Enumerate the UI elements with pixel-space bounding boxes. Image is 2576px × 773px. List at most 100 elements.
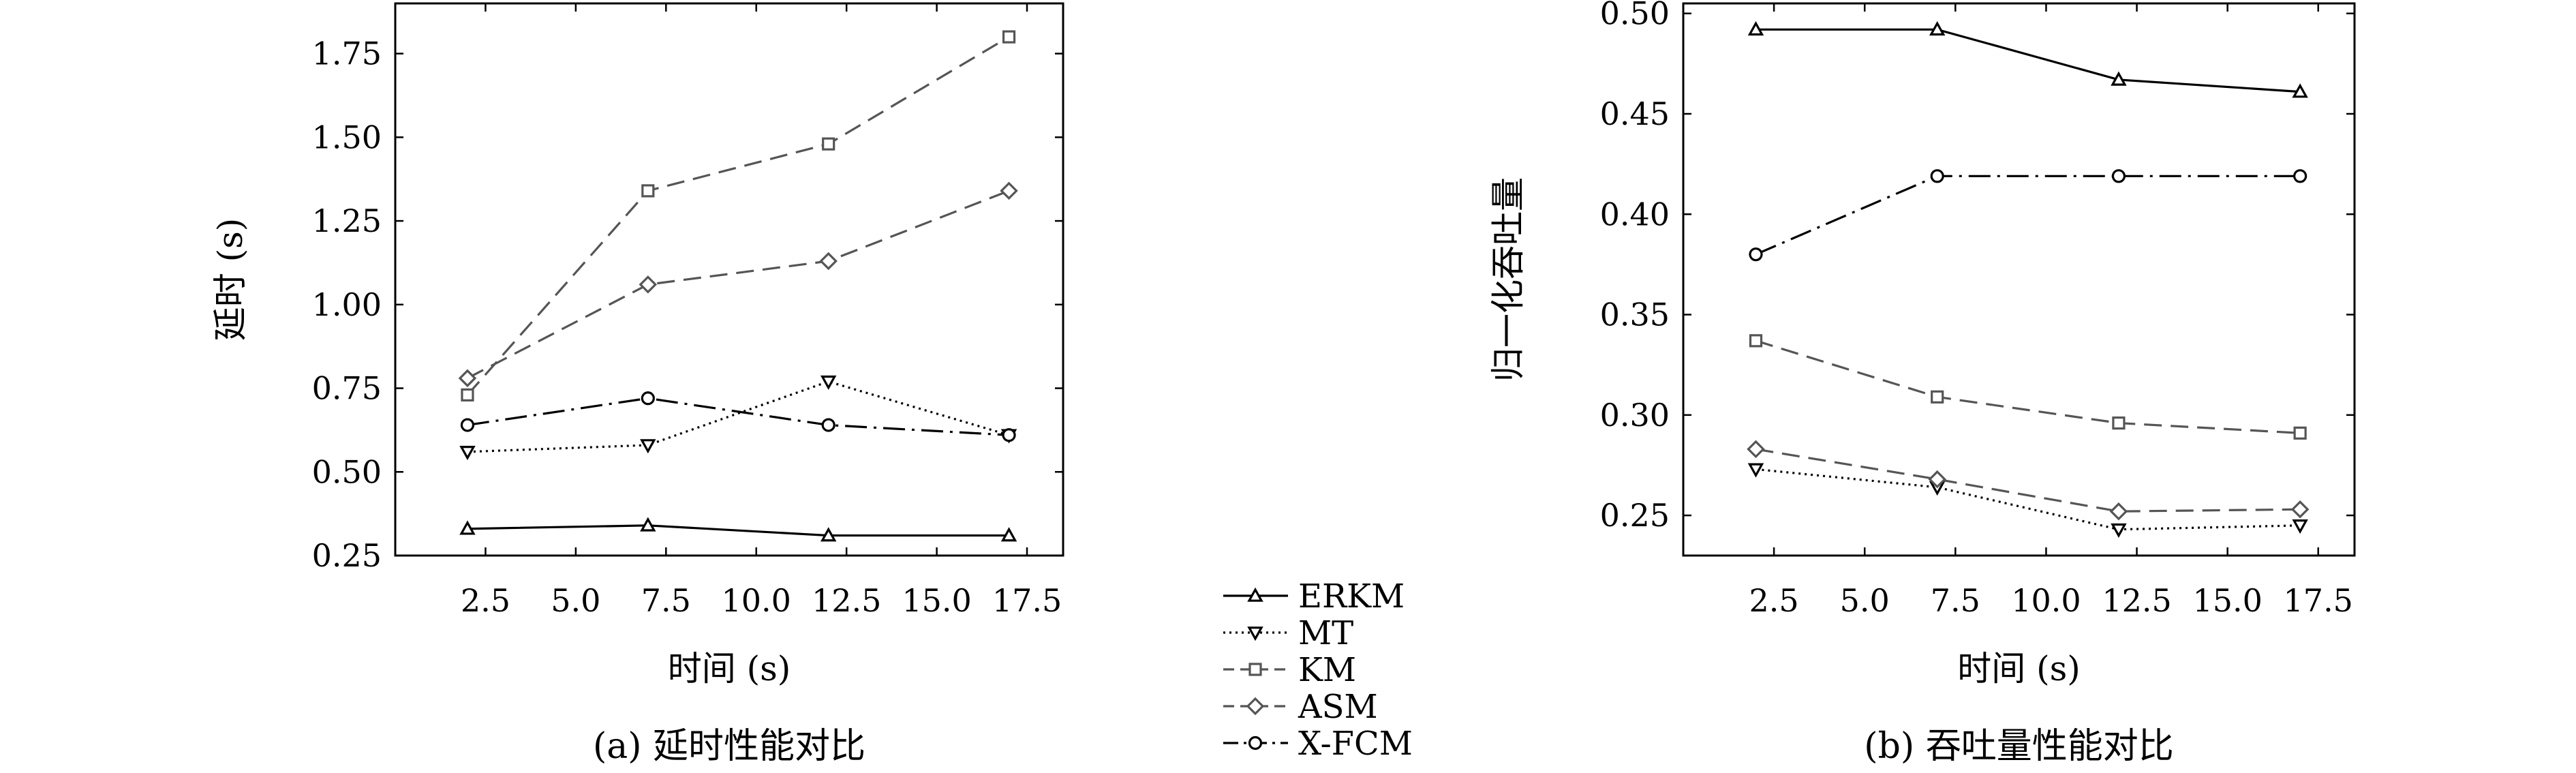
chart-b-y-tick-label: 0.30 [1600,397,1670,434]
legend-entry-km: KM [1223,651,1356,689]
chart-b-point-erkm [2111,71,2127,86]
chart-a-point-asm [819,252,838,271]
legend-label: ERKM [1298,577,1405,616]
legend-entry-x-fcm: X-FCM [1223,725,1413,763]
chart-b-point-asm [1928,470,1946,489]
legend-entry-erkm: ERKM [1223,577,1405,616]
legend-marker-erkm [1247,587,1263,602]
chart-a-point-x-fcm [821,418,835,432]
chart-a-x-tick-label: 10.0 [722,582,791,619]
legend-entry-asm: ASM [1223,688,1378,726]
chart-a-x-tick-label: 12.5 [812,582,881,619]
chart-a-point-mt [820,375,837,391]
chart-b-y-tick-label: 0.35 [1600,297,1670,333]
chart-a-caption: (a) 延时性能对比 [593,726,865,767]
chart-b-x-tick-label: 12.5 [2102,582,2171,619]
chart-a-series-mt [459,375,1017,461]
chart-b-point-asm [2109,502,2128,521]
legend-entry-mt: MT [1223,614,1353,652]
chart-a-latency: 2.5 5.0 7.5 10.0 12.5 15.0 17.5 0.25 0.50 0.75 1.0… [211,2,1064,767]
legend-label: ASM [1298,688,1378,726]
chart-a-point-km [641,184,655,198]
chart-b-x-tick-label: 2.5 [1749,582,1799,619]
chart-a-point-km [822,137,835,151]
chart-b-x-tick-label: 10.0 [2011,582,2081,619]
chart-a-y-tick-label: 1.75 [312,35,382,72]
chart-b-line-mt [1755,468,2301,531]
legend-marker-km [1248,663,1262,676]
chart-a-x-tick-label: 17.5 [992,582,1062,619]
chart-a-plot-frame [394,2,1064,557]
chart-a-y-tick-label: 0.25 [312,537,382,574]
chart-a-point-mt [459,446,476,461]
chart-a-series-x-fcm [460,391,1016,442]
chart-a-y-tick-label: 1.50 [312,119,382,155]
chart-b-point-km [2293,426,2307,440]
chart-a-point-erkm [459,520,476,535]
chart-a-y-tick-label: 0.75 [312,370,382,407]
legend-marker-x-fcm [1248,736,1263,751]
chart-b-point-mt [2111,523,2127,539]
legend-label: KM [1298,651,1356,689]
chart-b-series-x-fcm [1749,169,2307,262]
chart-a-y-tick-label: 1.00 [312,286,382,323]
chart-b-point-x-fcm [1749,247,1763,262]
chart-b-point-erkm [2292,83,2308,98]
chart-b-point-erkm [1747,20,1764,36]
chart-a-point-km [1002,30,1016,44]
legend-marker-asm [1246,697,1265,716]
chart-a-y-tick-label: 1.25 [312,202,382,239]
chart-b-point-km [2112,416,2126,430]
chart-b-line-km [1755,339,2301,434]
chart-a-point-x-fcm [641,391,655,406]
chart-b-point-km [1931,390,1944,404]
chart-b-line-asm [1755,448,2301,513]
chart-a-x-tick-label: 5.0 [551,582,600,619]
chart-a-line-asm [467,190,1010,380]
chart-a-line-x-fcm [467,397,1009,436]
chart-a-point-km [461,388,474,401]
chart-a-point-x-fcm [1002,428,1016,442]
chart-b-y-tick-label: 0.50 [1600,0,1670,32]
chart-b-point-mt [2292,519,2308,534]
chart-a-x-tick-label: 7.5 [641,582,691,619]
chart-b-series-erkm [1747,20,2308,98]
chart-b-x-tick-label: 7.5 [1931,582,1980,619]
chart-b-plot-frame [1682,2,2356,557]
chart-b-series-mt [1747,463,2308,539]
chart-a-x-axis-label: 时间 (s) [668,649,791,688]
chart-b-series-km [1749,334,2307,440]
chart-b-point-x-fcm [1930,169,1944,183]
chart-a-point-x-fcm [460,418,475,432]
chart-a-point-mt [640,439,656,454]
chart-a-point-erkm [640,517,656,532]
chart-b-line-erkm [1755,28,2301,93]
chart-a-point-asm [458,369,477,388]
chart-a-point-asm [639,275,658,294]
chart-b-y-tick-label: 0.45 [1600,95,1670,132]
chart-a-line-erkm [467,524,1009,537]
legend-label: X-FCM [1298,725,1413,763]
chart-b-x-tick-label: 17.5 [2284,582,2353,619]
chart-b-point-asm [2290,500,2310,519]
chart-b-point-asm [1747,440,1765,459]
chart-b-series-asm [1747,440,2310,521]
chart-a-x-tick-label: 15.0 [902,582,971,619]
chart-b-x-tick-label: 5.0 [1840,582,1890,619]
chart-b-point-km [1749,334,1763,348]
chart-b-y-axis-label: 归一化吞吐量 [1488,177,1528,382]
chart-b-point-x-fcm [2111,169,2126,183]
legend-marker-mt [1247,626,1263,641]
chart-b-y-tick-label: 0.40 [1600,196,1670,232]
chart-b-line-x-fcm [1755,175,2301,256]
chart-a-line-mt [467,380,1009,453]
chart-a-line-km [466,35,1010,396]
legend-label: MT [1298,614,1353,652]
chart-a-y-tick-label: 0.50 [312,453,382,490]
chart-a-series-asm [458,181,1018,388]
chart-a-series-erkm [459,517,1017,542]
chart-a-point-asm [1000,181,1018,200]
chart-a-point-erkm [1000,527,1017,542]
